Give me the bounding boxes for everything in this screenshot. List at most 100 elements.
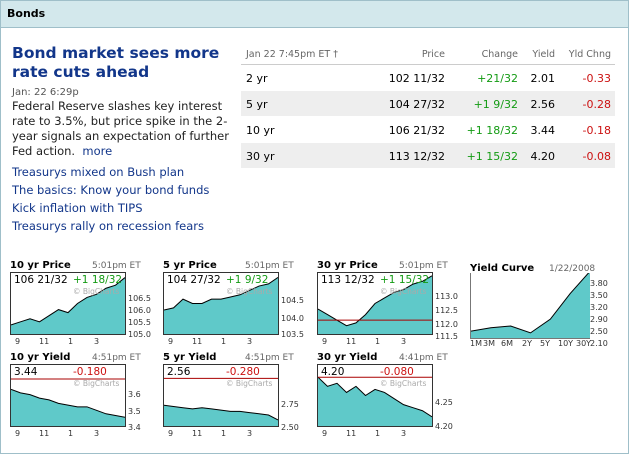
- header-price: Price: [421, 49, 445, 60]
- chart-plot: 106 21/32 +1 18/32 © BigCharts: [10, 272, 126, 335]
- series-area: [11, 277, 125, 334]
- x-tick: 11: [346, 337, 357, 346]
- series-area: [471, 273, 590, 338]
- chart-svg: [318, 376, 432, 426]
- story-summary-text: Federal Reserve slashes key interest rat…: [12, 99, 229, 158]
- chart-watermark: © BigCharts: [380, 379, 427, 388]
- story-headline[interactable]: Bond market sees more rate cuts ahead: [12, 44, 220, 81]
- chart-watermark: © BigCharts: [226, 287, 273, 296]
- x-tick: 5Y: [540, 339, 550, 348]
- row-change: +1 15/32: [466, 150, 518, 163]
- chart-watermark: © BigCharts: [73, 287, 120, 296]
- y-tick: 3.20: [590, 303, 608, 312]
- y-tick: 106.0: [128, 306, 151, 315]
- chart-svg: [318, 275, 432, 334]
- chart-quote: 2.56: [167, 366, 191, 378]
- y-tick: 3.4: [128, 423, 141, 432]
- row-price: 104 27/32: [388, 98, 445, 111]
- chart-watermark: © BigCharts: [226, 379, 273, 388]
- quote-timestamp: Jan 22 7:45pm ET †: [246, 49, 338, 60]
- story-summary: Federal Reserve slashes key interest rat…: [12, 99, 238, 159]
- x-tick: 3: [94, 337, 100, 346]
- chart-plot: 113 12/32 +1 15/32 © BigCharts: [317, 272, 433, 335]
- y-tick: 104.0: [281, 314, 304, 323]
- x-tick: 11: [346, 429, 357, 438]
- chart-title: 10 yr Yield: [10, 352, 71, 363]
- chart-title: 5 yr Price: [163, 260, 217, 271]
- chart-plot: 4.20 -0.080 © BigCharts: [317, 364, 433, 427]
- table-row[interactable]: 2 yr 102 11/32 +21/32 2.01 -0.33: [241, 65, 615, 91]
- row-yield-change: -0.33: [582, 72, 611, 85]
- chart-watermark: © BigCharts: [380, 287, 427, 296]
- x-tick: 9: [168, 429, 174, 438]
- chart-plot: 104 27/32 +1 9/32 © BigCharts: [163, 272, 279, 335]
- header-yield-change: Yld Chng: [568, 49, 611, 60]
- series-area: [164, 405, 278, 426]
- related-link[interactable]: The basics: Know your bond funds: [12, 183, 210, 197]
- x-tick: 11: [192, 429, 203, 438]
- bond-quotes-table: Jan 22 7:45pm ET † Price Change Yield Yl…: [241, 43, 615, 169]
- chart-30yr-price[interactable]: 30 yr Price 5:01pm ET 113 12/32 +1 15/32…: [317, 260, 462, 348]
- chart-change: +1 9/32: [226, 274, 269, 286]
- chart-time: 4:41pm ET: [399, 353, 448, 363]
- x-tick: 1: [375, 337, 381, 346]
- panel-header: Bonds: [1, 1, 628, 28]
- x-tick: 2Y: [522, 339, 532, 348]
- chart-time: 5:01pm ET: [92, 261, 141, 271]
- table-row[interactable]: 30 yr 113 12/32 +1 15/32 4.20 -0.08: [241, 143, 615, 169]
- x-tick: 11: [39, 429, 50, 438]
- table-header: Jan 22 7:45pm ET † Price Change Yield Yl…: [241, 43, 615, 65]
- chart-change: +1 18/32: [73, 274, 123, 286]
- chart-yield-curve[interactable]: Yield Curve 1/22/2008 3.80 3.50 3.20 2.9…: [470, 263, 620, 353]
- row-change: +21/32: [477, 72, 518, 85]
- y-tick: 104.5: [281, 296, 304, 305]
- row-price: 106 21/32: [388, 124, 445, 137]
- chart-10yr-yield[interactable]: 10 yr Yield 4:51pm ET 3.44 -0.180 © BigC…: [10, 352, 155, 444]
- chart-svg: [11, 277, 125, 334]
- related-link[interactable]: Treasurys rally on recession fears: [12, 219, 204, 233]
- x-tick: 3: [401, 337, 407, 346]
- x-tick: 3: [247, 429, 253, 438]
- y-tick: 2.50: [590, 327, 608, 336]
- chart-time: 5:01pm ET: [399, 261, 448, 271]
- chart-5yr-yield[interactable]: 5 yr Yield 4:51pm ET 2.56 -0.280 © BigCh…: [163, 352, 308, 444]
- table-row[interactable]: 5 yr 104 27/32 +1 9/32 2.56 -0.28: [241, 91, 615, 117]
- y-tick: 103.5: [281, 330, 304, 339]
- chart-10yr-price[interactable]: 10 yr Price 5:01pm ET 106 21/32 +1 18/32…: [10, 260, 155, 348]
- x-tick: 3M: [483, 339, 495, 348]
- y-tick: 2.50: [281, 423, 299, 432]
- chart-change: -0.280: [226, 366, 260, 378]
- x-tick: 9: [15, 429, 21, 438]
- related-link[interactable]: Kick inflation with TIPS: [12, 201, 143, 215]
- header-yield: Yield: [532, 49, 555, 60]
- chart-title: 30 yr Yield: [317, 352, 378, 363]
- x-tick: 11: [192, 337, 203, 346]
- y-tick: 105.5: [128, 318, 151, 327]
- table-row[interactable]: 10 yr 106 21/32 +1 18/32 3.44 -0.18: [241, 117, 615, 143]
- y-tick: 2.10: [590, 339, 608, 348]
- chart-quote: 113 12/32: [321, 274, 375, 286]
- related-links: Treasurys mixed on Bush plan The basics:…: [12, 163, 242, 235]
- row-yield: 2.01: [530, 72, 556, 85]
- y-tick: 3.5: [128, 407, 141, 416]
- chart-quote: 104 27/32: [167, 274, 221, 286]
- series-area: [164, 277, 278, 334]
- x-tick: 3: [401, 429, 407, 438]
- chart-5yr-price[interactable]: 5 yr Price 5:01pm ET 104 27/32 +1 9/32 ©…: [163, 260, 308, 348]
- row-yield: 2.56: [530, 98, 556, 111]
- x-tick: 9: [322, 429, 328, 438]
- row-yield: 3.44: [530, 124, 556, 137]
- row-name: 2 yr: [246, 72, 268, 85]
- related-link[interactable]: Treasurys mixed on Bush plan: [12, 165, 185, 179]
- more-link[interactable]: more: [82, 144, 113, 158]
- y-tick: 4.25: [435, 398, 453, 407]
- chart-quote: 3.44: [14, 366, 38, 378]
- x-tick: 3: [94, 429, 100, 438]
- y-tick: 112.5: [435, 306, 458, 315]
- panel-title: Bonds: [7, 7, 46, 20]
- row-name: 10 yr: [246, 124, 275, 137]
- chart-30yr-yield[interactable]: 30 yr Yield 4:41pm ET 4.20 -0.080 © BigC…: [317, 352, 462, 444]
- chart-svg: [164, 276, 278, 334]
- chart-svg: [11, 378, 125, 426]
- y-tick: 112.0: [435, 320, 458, 329]
